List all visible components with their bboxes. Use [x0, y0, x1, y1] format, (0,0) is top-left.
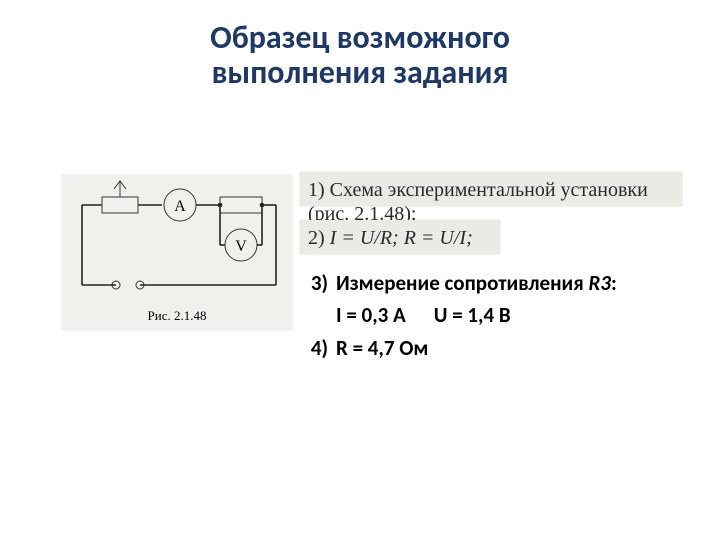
item-3-var: R3: [588, 270, 610, 296]
scan-line-2-prefix: 2): [308, 227, 330, 249]
measure-current: I = 0,3 А: [336, 302, 406, 328]
scan-line-2-formula: I = U/R; R = U/I;: [330, 227, 473, 249]
item-number-4: 4): [300, 335, 336, 361]
item-3-colon: :: [611, 270, 617, 296]
item-3-text: Измерение сопротивления: [336, 270, 584, 296]
title-line-1: Образец возможного: [210, 18, 510, 57]
scan-line-2: 2) I = U/R; R = U/I;: [300, 220, 500, 254]
measure-voltage: U = 1,4 В: [434, 302, 511, 328]
item-4-body: R = 4,7 Ом: [336, 335, 690, 361]
title-line-2: выполнения задания: [212, 53, 509, 92]
item-3-body: Измерение сопротивления R3:: [336, 270, 690, 296]
scan-line-1: 1) Схема экспериментальной установки (ри…: [300, 172, 682, 206]
item-number-3: 3): [300, 270, 336, 296]
steps-list: 3) Измерение сопротивления R3: I = 0,3 А…: [300, 270, 690, 367]
list-item-3: 3) Измерение сопротивления R3:: [300, 270, 690, 296]
list-item-4: 4) R = 4,7 Ом: [300, 335, 690, 361]
voltmeter-label: V: [235, 238, 247, 255]
scan-line-1-text: 1) Схема экспериментальной установки (ри…: [308, 179, 648, 225]
circuit-figure: A V Рис. 2.1.4: [62, 175, 292, 330]
slide-title: Образец возможного выполнения задания: [0, 20, 720, 90]
ammeter-label: A: [174, 198, 186, 215]
item-3-measurements: I = 0,3 А U = 1,4 В: [300, 302, 690, 328]
figure-caption: Рис. 2.1.48: [148, 308, 207, 323]
circuit-svg: A V Рис. 2.1.4: [62, 175, 292, 330]
